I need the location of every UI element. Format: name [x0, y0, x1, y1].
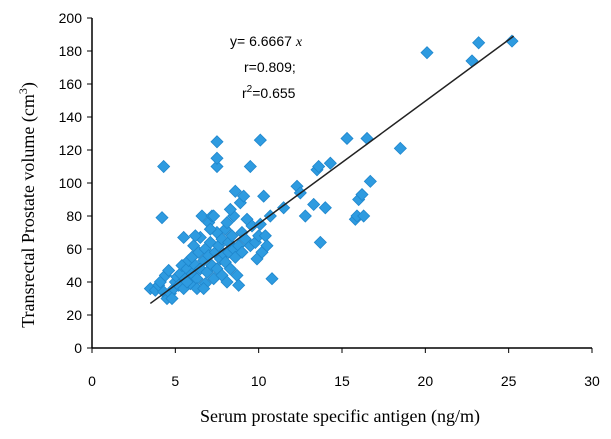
data-point — [253, 217, 267, 231]
y-tick-label: 80 — [66, 208, 82, 224]
correlation-r: r=0.809; — [244, 59, 296, 75]
data-point — [203, 222, 217, 236]
data-point — [393, 141, 407, 155]
axes-layer: 0 20 40 60 80 100 120 140 160 180 200 0 5 10 15 20 25 30 — [59, 10, 600, 389]
data-point — [243, 159, 257, 174]
data-point — [223, 202, 237, 216]
data-point — [363, 174, 377, 188]
data-point — [177, 230, 191, 245]
data-point — [157, 159, 171, 174]
data-point — [340, 131, 354, 146]
y-axis-title-superscript: 3 — [16, 88, 30, 94]
y-tick-label: 120 — [59, 142, 83, 158]
data-point — [318, 201, 332, 215]
data-point — [420, 46, 434, 60]
data-point — [210, 135, 224, 149]
data-point — [162, 263, 176, 278]
y-axis-title-end: ) — [18, 82, 39, 88]
x-tick-label: 5 — [171, 373, 179, 389]
x-tick-label: 30 — [584, 373, 600, 389]
data-point — [307, 197, 321, 212]
y-tick-label: 20 — [66, 307, 82, 323]
y-tick-label: 100 — [59, 175, 83, 191]
data-point — [277, 201, 291, 215]
data-point — [210, 159, 224, 174]
data-point — [355, 187, 369, 202]
data-point — [210, 151, 224, 165]
data-point — [195, 209, 209, 223]
data-point — [235, 245, 249, 259]
y-axis-title: Transrectal Prostate volume (cm3) — [16, 82, 39, 328]
y-tick-label: 180 — [59, 43, 83, 59]
data-point — [232, 278, 246, 292]
data-point — [188, 229, 202, 243]
data-point — [505, 34, 519, 48]
data-point — [265, 272, 279, 286]
y-tick-label: 40 — [66, 274, 82, 290]
data-point — [258, 229, 272, 243]
y-tick-label: 140 — [59, 109, 83, 125]
y-tick-label: 200 — [59, 10, 83, 26]
data-point — [257, 189, 271, 203]
correlation-r2: r2=0.655 — [242, 84, 296, 101]
data-point — [225, 229, 239, 243]
x-tick-label: 10 — [251, 373, 267, 389]
data-point — [197, 282, 211, 296]
data-point — [472, 36, 486, 50]
trend-line — [149, 35, 515, 305]
data-point — [207, 209, 221, 223]
y-tick-label: 60 — [66, 241, 82, 257]
data-point — [237, 189, 251, 203]
x-tick-label: 0 — [88, 373, 96, 389]
data-point — [220, 275, 234, 289]
points-layer — [143, 34, 519, 306]
regression-equation: y= 6.6667 x — [230, 33, 303, 50]
y-tick-label: 0 — [74, 340, 82, 356]
data-point — [253, 133, 267, 147]
data-point — [260, 239, 274, 253]
x-tick-label: 15 — [334, 373, 350, 389]
y-tick-label: 160 — [59, 76, 83, 92]
data-point — [298, 209, 312, 223]
data-point — [220, 216, 234, 230]
data-point — [155, 211, 169, 225]
x-axis-title: Serum prostate specific antigen (ng/m) — [200, 406, 480, 427]
trendline-layer — [149, 35, 515, 305]
data-point — [323, 156, 337, 170]
data-point — [165, 291, 179, 306]
data-point — [465, 54, 479, 68]
x-tick-label: 20 — [418, 373, 434, 389]
data-point — [360, 131, 374, 146]
data-point — [223, 262, 237, 276]
data-point — [357, 209, 371, 223]
x-tick-label: 25 — [501, 373, 517, 389]
data-point — [228, 184, 242, 198]
data-point — [312, 159, 326, 174]
data-point — [313, 235, 327, 249]
